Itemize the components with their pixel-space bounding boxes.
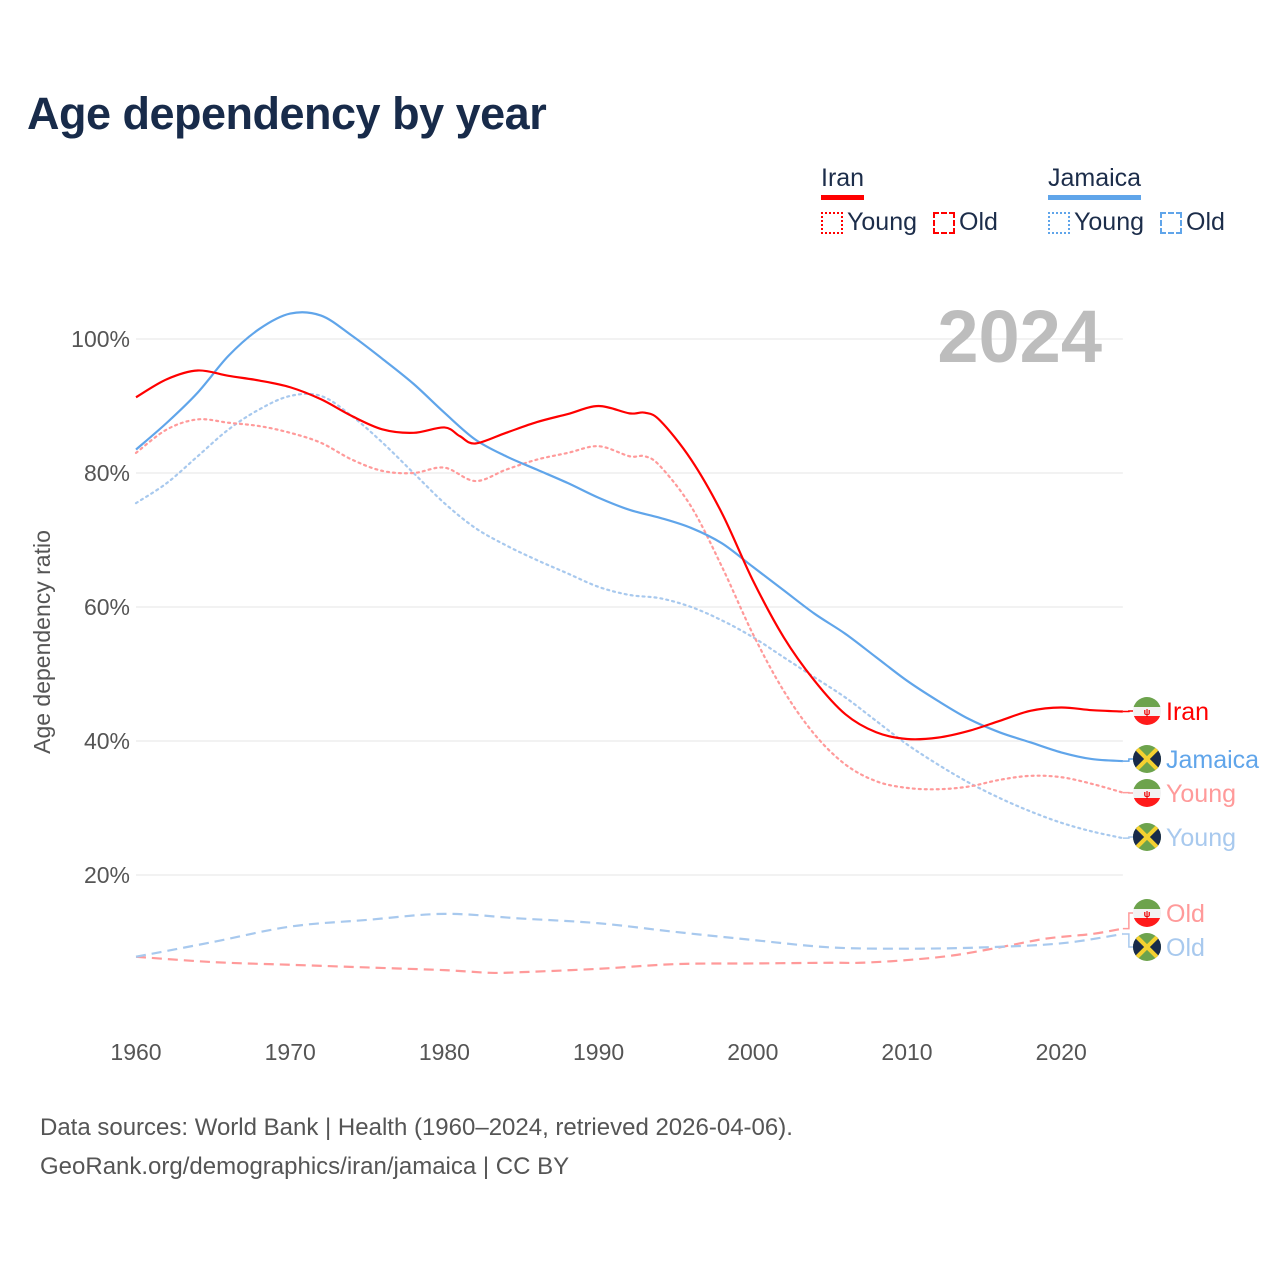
jamaica-flag-icon: [1133, 933, 1161, 961]
series-line-jamaica-young[interactable]: [134, 392, 1124, 840]
end-label-iran-old: Old: [1166, 900, 1205, 928]
data-source-text: Data sources: World Bank | Health (1960–…: [40, 1114, 793, 1141]
series-line-jamaica[interactable]: [135, 311, 1123, 763]
label-connector: [1122, 710, 1133, 713]
legend-jamaica-old[interactable]: Old: [1160, 208, 1225, 237]
end-label-iran: Iran: [1166, 698, 1209, 726]
chart-title: Age dependency by year: [27, 88, 547, 139]
label-connector: [1122, 758, 1133, 762]
y-tick-label: 80%: [84, 460, 130, 486]
series-line-jamaica-old[interactable]: [135, 912, 1124, 958]
legend-iran-old[interactable]: Old: [933, 208, 998, 237]
y-tick-label: 100%: [71, 326, 130, 352]
label-connector: [1122, 836, 1133, 839]
y-tick-label: 40%: [84, 728, 130, 754]
x-tick-label: 1960: [110, 1039, 161, 1065]
legend-iran-young[interactable]: Young: [821, 208, 917, 237]
legend-jamaica-young[interactable]: Young: [1048, 208, 1144, 237]
attribution-link[interactable]: GeoRank.org/demographics/iran/jamaica | …: [40, 1153, 570, 1180]
iran-flag-icon: ψ: [1133, 899, 1161, 927]
dotted-swatch-icon: [821, 211, 843, 234]
legend-label: Young: [1074, 208, 1144, 236]
y-tick-label: 60%: [84, 594, 130, 620]
jamaica-flag-icon: [1133, 823, 1161, 851]
legend-iran[interactable]: Iran Young Old: [821, 164, 998, 237]
iran-flag-icon: ψ: [1133, 697, 1161, 725]
legend-iran-label[interactable]: Iran: [821, 164, 865, 200]
dashed-swatch-icon: [933, 211, 955, 234]
dotted-swatch-icon: [1048, 211, 1070, 234]
series-line-iran-young[interactable]: [134, 418, 1124, 794]
jamaica-flag-icon: [1133, 745, 1161, 773]
legend-label: Young: [847, 208, 917, 236]
y-axis-label: Age dependency ratio: [29, 530, 55, 754]
legend-jamaica[interactable]: Jamaica Young Old: [1048, 164, 1225, 237]
footer: Data sources: World Bank | Health (1960–…: [40, 1108, 793, 1186]
y-tick-label: 20%: [84, 862, 130, 888]
series-line-iran[interactable]: [135, 369, 1123, 741]
dashed-swatch-icon: [1160, 211, 1182, 234]
iran-flag-icon: ψ: [1133, 779, 1161, 807]
year-watermark: 2024: [937, 295, 1102, 378]
svg-text:ψ: ψ: [1144, 707, 1151, 717]
end-label-iran-young: Young: [1166, 780, 1236, 808]
end-label-jamaica-young: Young: [1166, 824, 1236, 852]
x-tick-label: 2000: [727, 1039, 778, 1065]
label-connector: [1122, 933, 1133, 948]
x-tick-label: 1970: [265, 1039, 316, 1065]
x-tick-label: 1990: [573, 1039, 624, 1065]
x-tick-label: 1980: [419, 1039, 470, 1065]
svg-text:ψ: ψ: [1144, 909, 1151, 919]
svg-text:ψ: ψ: [1144, 789, 1151, 799]
label-connector: [1122, 912, 1133, 930]
end-label-jamaica: Jamaica: [1166, 746, 1259, 774]
legend-label: Old: [959, 208, 998, 236]
series-line-iran-old[interactable]: [135, 927, 1124, 975]
x-tick-label: 2010: [881, 1039, 932, 1065]
x-tick-label: 2020: [1036, 1039, 1087, 1065]
legend-label: Old: [1186, 208, 1225, 236]
end-label-jamaica-old: Old: [1166, 934, 1205, 962]
legend-jamaica-label[interactable]: Jamaica: [1048, 164, 1142, 200]
